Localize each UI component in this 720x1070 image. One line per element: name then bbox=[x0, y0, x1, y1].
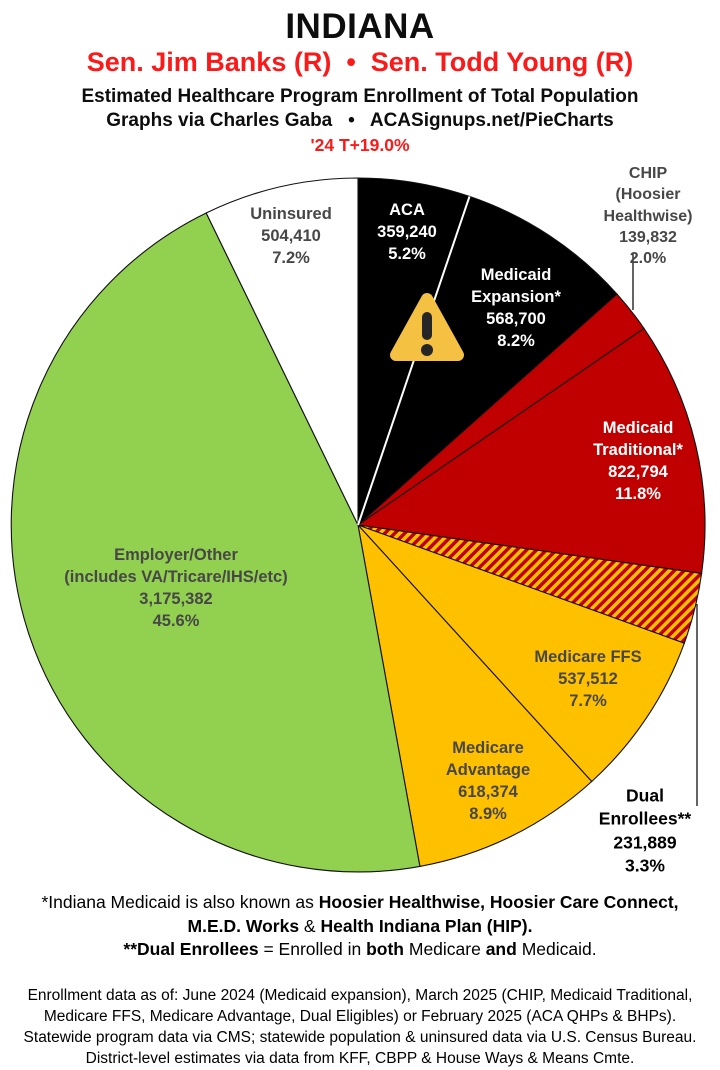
text-segment: Medicare bbox=[404, 939, 486, 959]
footnotes-block: *Indiana Medicaid is also known as Hoosi… bbox=[0, 891, 720, 962]
page-title: INDIANA bbox=[285, 7, 435, 46]
footnote-medicaid-names-2: M.E.D. Works & Health Indiana Plan (HIP)… bbox=[0, 915, 720, 939]
pie-slice-uninsured bbox=[205, 177, 359, 526]
text-segment: Hoosier Healthwise, Hoosier Care Connect… bbox=[318, 892, 679, 912]
text-segment: & bbox=[299, 915, 321, 936]
subtitle-enrollment: Estimated Healthcare Program Enrollment … bbox=[81, 86, 639, 107]
text-segment: Medicaid. bbox=[516, 939, 597, 959]
text-segment: *Indiana Medicaid is also known as bbox=[41, 892, 319, 912]
trend-label: '24 T+19.0% bbox=[310, 135, 410, 155]
text-segment: **Dual Enrollees bbox=[123, 939, 259, 959]
text-segment: Health Indiana Plan (HIP). bbox=[320, 915, 533, 936]
pie-slice-medicaid-expansion bbox=[356, 195, 618, 527]
pie-slice-employer-other-includes-va-tricare-ihs-etc bbox=[10, 212, 421, 873]
text-segment: = Enrolled in bbox=[258, 939, 367, 959]
warning-exclamation-bar bbox=[422, 312, 432, 340]
warning-icon bbox=[390, 293, 464, 361]
source-note: Enrollment data as of: June 2024 (Medica… bbox=[23, 987, 697, 1067]
senators-line: Sen. Jim Banks (R) • Sen. Todd Young (R) bbox=[86, 47, 634, 77]
pie-slice-medicaid-traditional bbox=[356, 327, 706, 575]
footnote-dual-enrollees: **Dual Enrollees = Enrolled in both Medi… bbox=[0, 938, 720, 962]
text-segment: both bbox=[366, 939, 404, 959]
subtitle-credit: Graphs via Charles Gaba • ACASignups.net… bbox=[106, 110, 614, 131]
pie-slice-medicare-ffs bbox=[357, 524, 686, 783]
text-segment: M.E.D. Works bbox=[187, 915, 300, 936]
text-segment: and bbox=[485, 939, 517, 959]
footnote-medicaid-names: *Indiana Medicaid is also known as Hoosi… bbox=[0, 891, 720, 915]
warning-exclamation-dot bbox=[421, 344, 433, 356]
pie-slice-medicare-advantage bbox=[357, 523, 593, 868]
